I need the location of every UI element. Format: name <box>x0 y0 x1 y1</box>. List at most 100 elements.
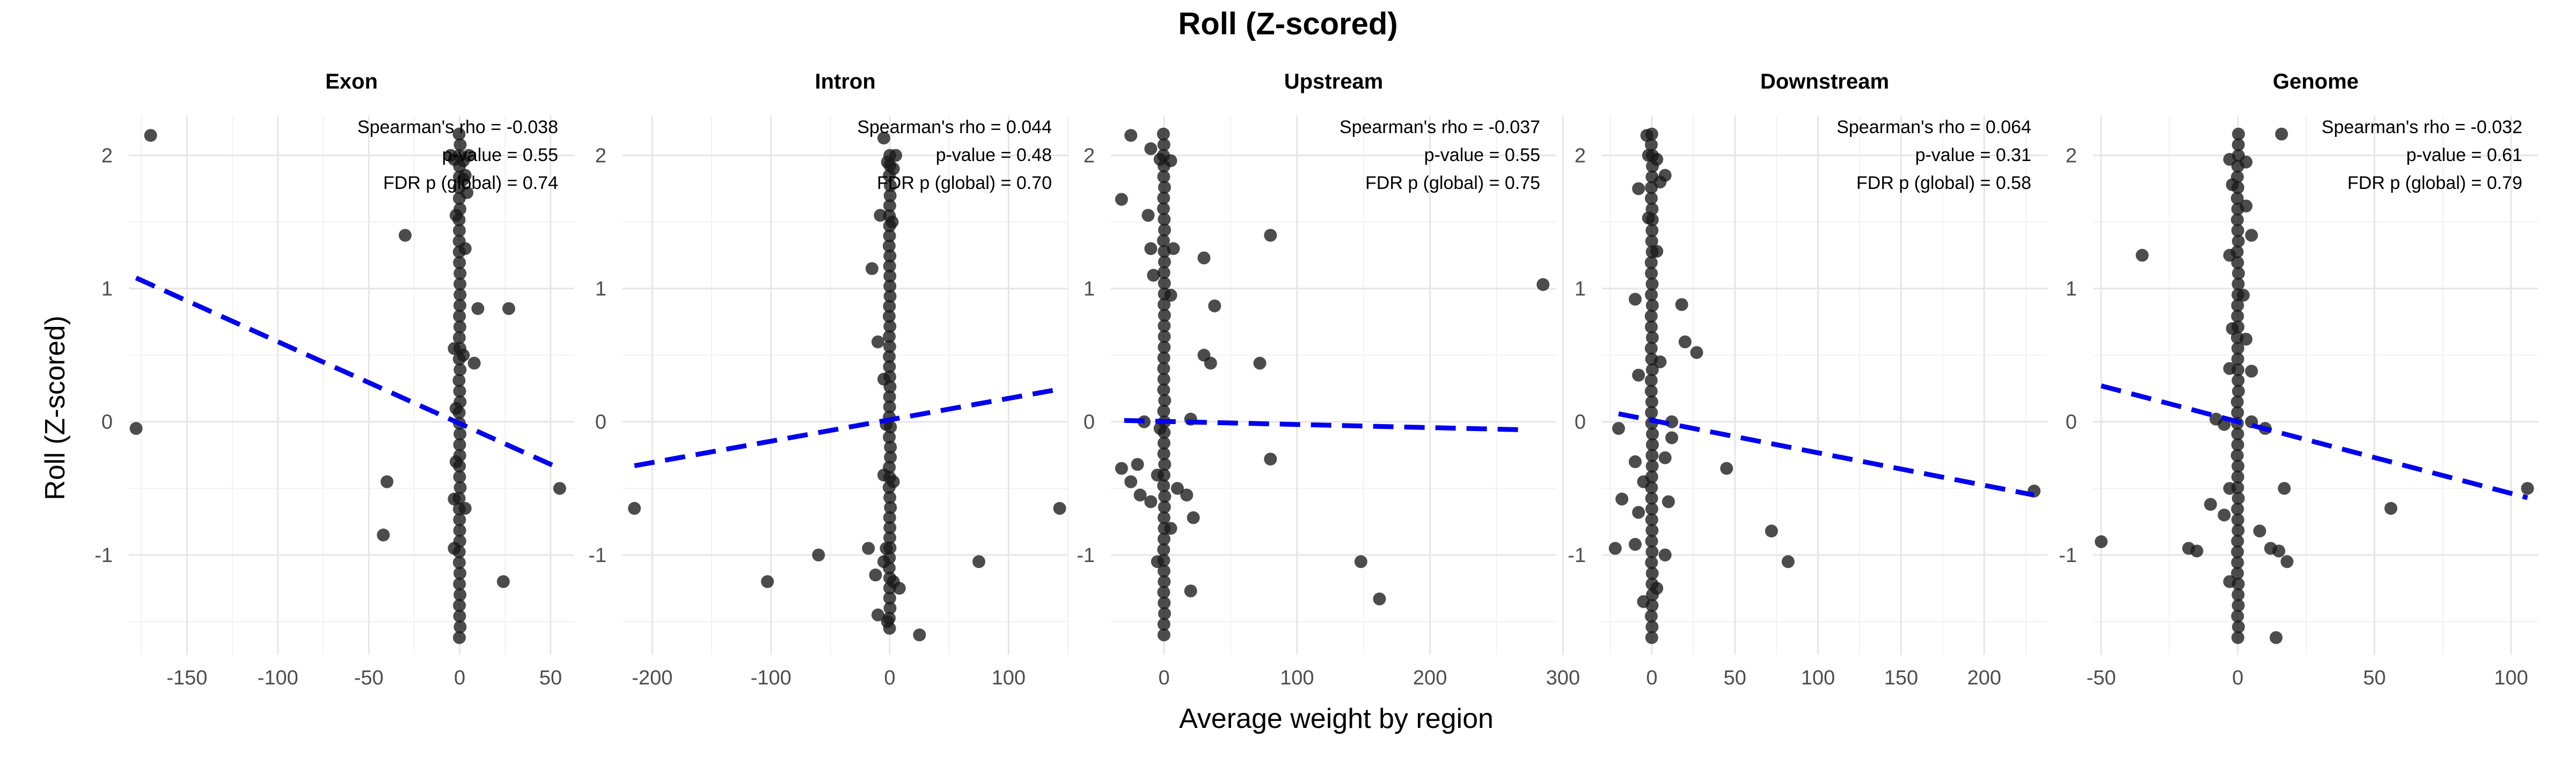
data-point <box>1158 500 1171 514</box>
data-point <box>883 531 896 544</box>
data-point <box>2231 427 2244 441</box>
data-point <box>2223 482 2236 495</box>
data-point <box>2280 555 2294 568</box>
data-point <box>1354 555 1367 568</box>
y-tick-label: 1 <box>1084 278 1095 301</box>
data-point <box>1167 242 1180 256</box>
data-point <box>453 138 467 151</box>
data-point <box>377 528 390 542</box>
data-point <box>885 215 899 229</box>
panel-exon: Exon -1 0 1 2 -150 -100 -50 0 50 Spearman's rho = … <box>94 70 574 689</box>
panel-title: Downstream <box>1760 70 1889 93</box>
data-point <box>452 224 466 237</box>
data-point <box>883 280 897 293</box>
data-point <box>457 173 470 186</box>
data-point <box>1658 169 1672 182</box>
x-tick-label: 100 <box>1801 667 1835 689</box>
data-point <box>877 469 890 482</box>
data-point <box>1124 475 1138 488</box>
data-point <box>1157 404 1170 418</box>
data-point <box>1690 346 1703 359</box>
data-point <box>1141 209 1155 222</box>
data-point <box>502 302 516 315</box>
x-tick-label: 200 <box>1967 667 2001 689</box>
data-point <box>1632 182 1645 195</box>
data-point <box>2231 352 2244 366</box>
data-point <box>1632 368 1645 382</box>
data-point <box>1612 422 1625 435</box>
stat-annotation: Spearman's rho = -0.032 <box>2322 117 2522 137</box>
data-point <box>1131 458 1144 471</box>
data-point <box>1157 351 1170 364</box>
data-point <box>2231 341 2244 355</box>
data-point <box>2231 224 2244 237</box>
data-point <box>2270 631 2283 644</box>
data-point <box>1645 492 1658 505</box>
data-point <box>453 310 466 323</box>
data-point <box>2231 438 2244 451</box>
data-point <box>1208 299 1221 312</box>
x-tick-label: -100 <box>258 667 298 689</box>
x-tick-label: -200 <box>632 667 672 689</box>
data-point <box>1158 394 1172 407</box>
data-point <box>1157 628 1170 641</box>
y-tick-label: 2 <box>2066 144 2077 167</box>
data-point <box>2231 535 2244 548</box>
x-tick-label: 150 <box>1884 667 1918 689</box>
stat-annotation: p-value = 0.61 <box>2406 145 2522 165</box>
data-point <box>453 620 467 633</box>
data-point <box>1157 479 1170 492</box>
stat-annotation: Spearman's rho = -0.037 <box>1340 117 1540 137</box>
data-point <box>2231 278 2245 291</box>
data-point <box>1164 522 1177 535</box>
data-point <box>452 374 466 387</box>
data-point <box>448 492 461 506</box>
data-point <box>884 501 897 514</box>
data-point <box>1144 142 1158 156</box>
data-point <box>471 302 485 315</box>
data-point <box>1157 511 1170 524</box>
data-point <box>2230 192 2244 205</box>
data-point <box>1645 566 1659 580</box>
x-tick-label: 100 <box>1280 667 1314 689</box>
data-point <box>452 127 466 141</box>
data-point <box>452 331 466 344</box>
data-point <box>1645 502 1658 516</box>
data-point <box>449 455 463 469</box>
data-point <box>883 300 896 313</box>
data-point <box>972 555 985 568</box>
data-point <box>883 340 896 353</box>
data-point <box>1628 293 1642 306</box>
data-point <box>1615 492 1629 506</box>
data-point <box>1157 586 1170 599</box>
data-point <box>2231 566 2244 580</box>
data-point <box>1644 192 1658 205</box>
x-tick-label: -100 <box>751 667 792 689</box>
panel-upstream: Upstream -1 0 1 2 0 100 200 300 Spearman's rho = … <box>1077 70 1580 689</box>
panel-genome: Genome -1 0 1 2 -50 0 50 100 Spearman's rho = -0.… <box>2059 70 2538 689</box>
data-point <box>2245 364 2258 378</box>
data-point <box>1628 455 1642 469</box>
data-point <box>1645 524 1659 537</box>
panel-title: Genome <box>2273 70 2359 93</box>
data-point <box>1158 607 1172 621</box>
data-point <box>1645 395 1658 409</box>
data-point <box>1650 245 1664 258</box>
data-point <box>883 592 896 605</box>
y-tick-label: -1 <box>1568 544 1586 567</box>
data-point <box>1637 475 1650 488</box>
data-point <box>1158 309 1171 322</box>
stat-annotation: FDR p (global) = 0.75 <box>1365 173 1540 193</box>
x-tick-label: 50 <box>1724 667 1746 689</box>
x-tick-label: 0 <box>1646 667 1657 689</box>
data-point <box>2231 545 2244 559</box>
y-tick-label: 0 <box>1084 411 1095 434</box>
data-point <box>1124 129 1138 142</box>
data-point <box>496 575 510 588</box>
data-point <box>453 577 466 590</box>
data-point <box>1637 595 1650 608</box>
data-point <box>2095 535 2108 549</box>
data-point <box>1158 181 1171 194</box>
data-point <box>2240 199 2253 213</box>
y-tick-label: 2 <box>1084 144 1095 167</box>
